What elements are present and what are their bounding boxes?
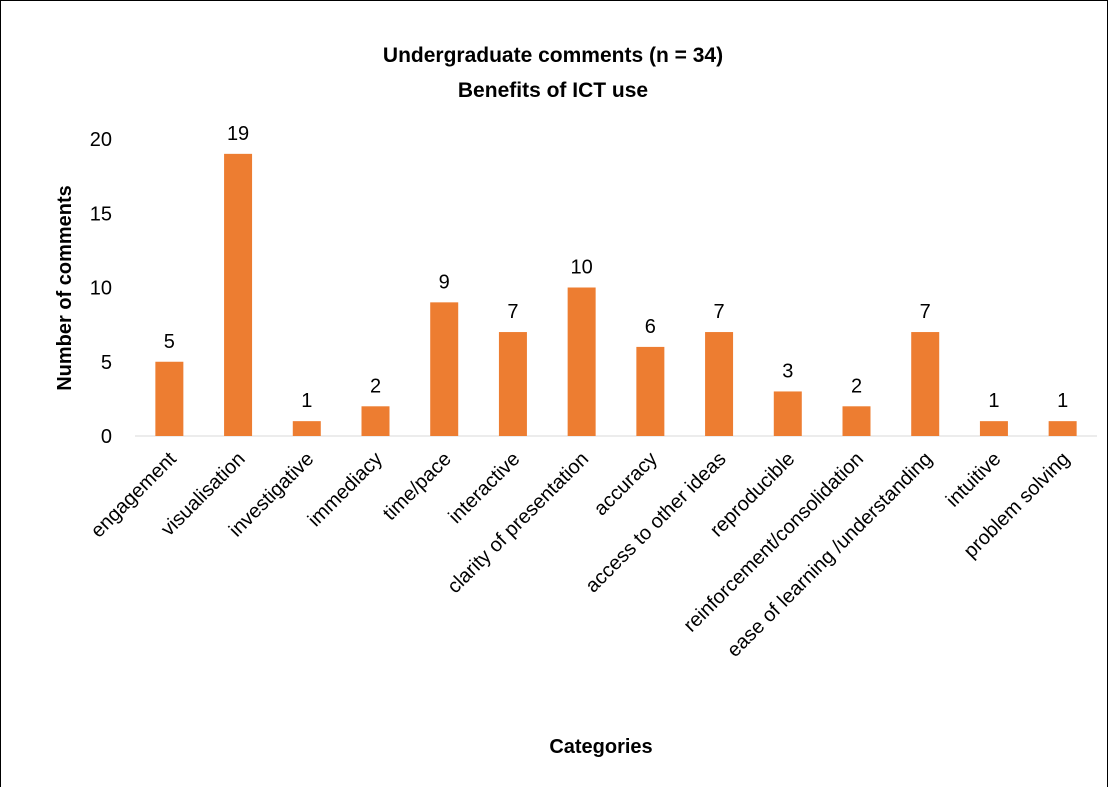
bar	[979, 421, 1008, 436]
y-axis-ticks: 0 5 10 15 20	[90, 129, 112, 448]
data-label: 10	[571, 257, 593, 279]
x-axis-tick-labels: engagementvisualisationinvestigativeimme…	[87, 448, 1074, 662]
x-tick-label: accuracy	[590, 448, 662, 520]
bar	[224, 153, 253, 436]
x-tick-label: immediacy	[304, 448, 387, 531]
data-label: 7	[920, 301, 931, 323]
x-tick-label: clarity of presentation	[443, 448, 593, 598]
bar	[636, 346, 665, 436]
y-tick-label: 10	[90, 278, 112, 300]
data-label: 3	[782, 360, 793, 382]
y-tick-label: 0	[101, 426, 112, 448]
x-tick-label: intuitive	[942, 448, 1006, 512]
data-label: 1	[1057, 390, 1068, 412]
chart-title: Undergraduate comments (n = 34)	[383, 44, 723, 67]
y-tick-label: 5	[101, 352, 112, 374]
bar	[773, 391, 802, 436]
x-axis-label: Categories	[549, 736, 652, 758]
data-label: 7	[507, 301, 518, 323]
data-label: 2	[851, 375, 862, 397]
y-tick-label: 20	[90, 129, 112, 151]
bar	[705, 332, 734, 436]
data-label: 5	[164, 331, 175, 353]
data-label: 6	[645, 316, 656, 338]
data-label: 9	[439, 271, 450, 293]
bar	[842, 406, 871, 436]
data-label: 1	[301, 390, 312, 412]
bar	[567, 287, 596, 436]
y-tick-label: 15	[90, 203, 112, 225]
bars	[155, 153, 1077, 436]
y-axis-label: Number of comments	[54, 185, 76, 391]
data-label: 2	[370, 375, 381, 397]
chart-subtitle: Benefits of ICT use	[458, 79, 648, 102]
bar	[361, 406, 390, 436]
value-labels: 5 19 1 2 9 7 10 6 7 3 2 7 1 1	[164, 123, 1068, 412]
bar	[1048, 421, 1077, 436]
data-label: 1	[988, 390, 999, 412]
bar	[292, 421, 321, 436]
bar	[430, 302, 459, 436]
data-label: 19	[227, 123, 249, 145]
data-label: 7	[714, 301, 725, 323]
bar	[155, 361, 184, 436]
bar	[911, 332, 940, 436]
bar	[498, 332, 527, 436]
